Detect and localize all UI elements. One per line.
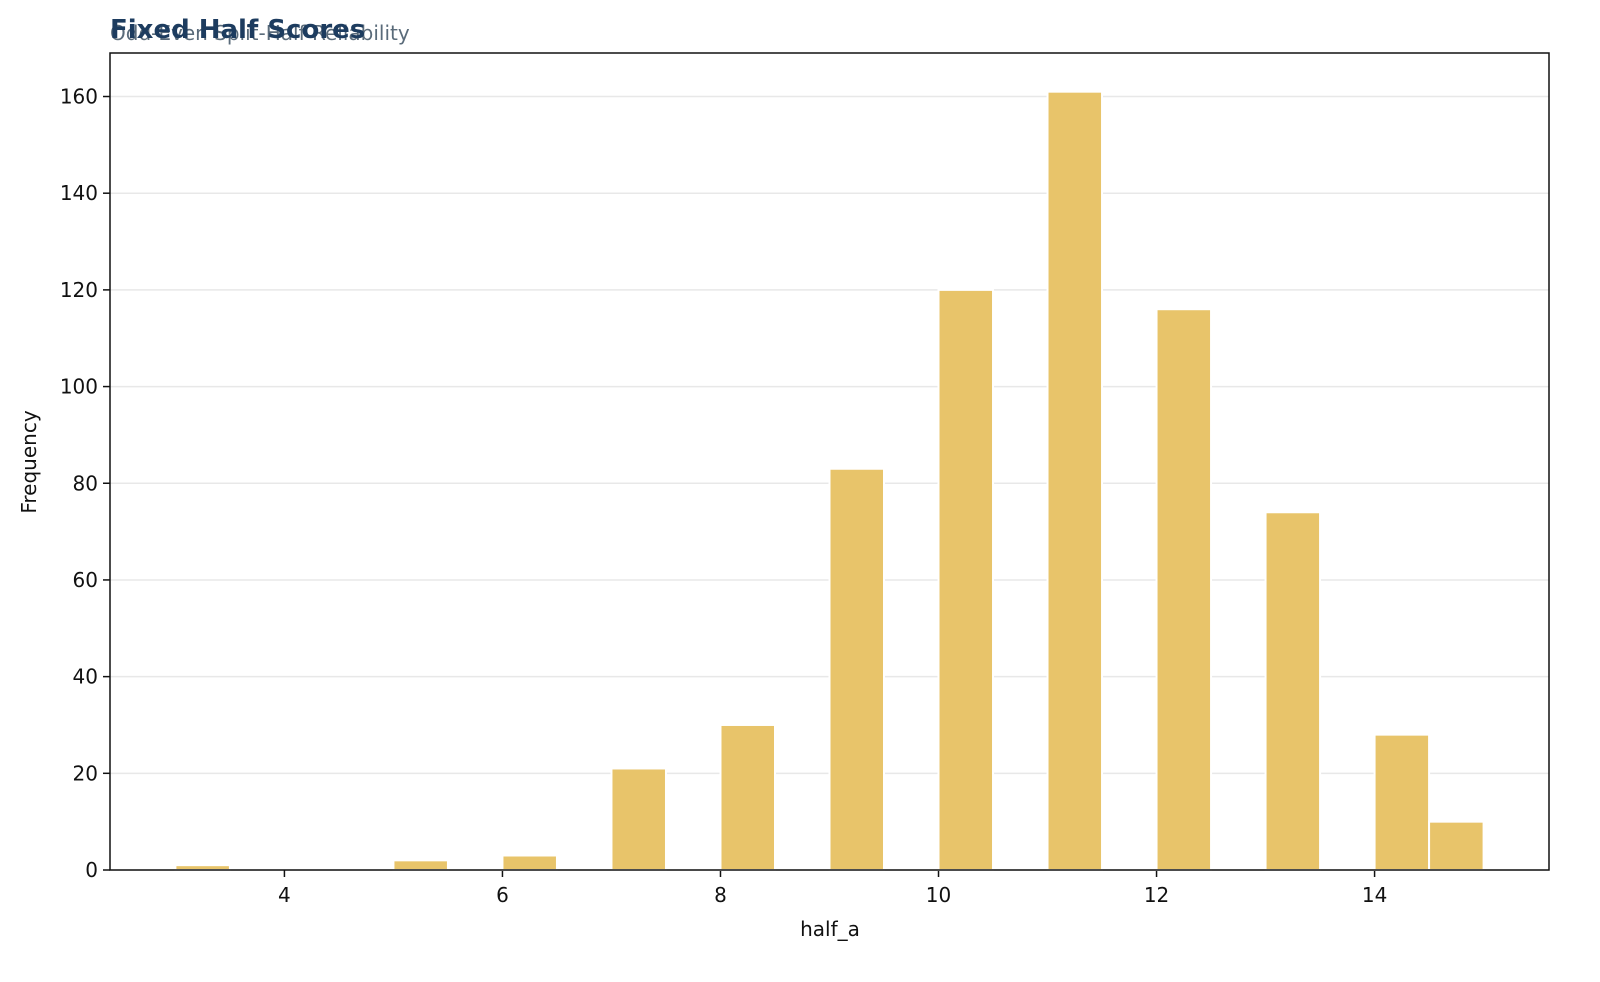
bar — [501, 854, 558, 872]
y-axis-label: Frequency — [17, 410, 41, 513]
y-tick-label: 160 — [60, 85, 98, 109]
bar — [719, 723, 776, 871]
y-tick-label: 100 — [60, 375, 98, 399]
bar — [610, 767, 667, 872]
x-tick-label: 12 — [1144, 883, 1169, 907]
y-tick-label: 60 — [73, 568, 98, 592]
chart-title: Fixed Half Scores — [110, 15, 365, 45]
x-axis-label: half_a — [800, 917, 860, 941]
bar — [1428, 820, 1485, 871]
bar — [828, 467, 886, 871]
bar — [392, 859, 449, 871]
x-tick-label: 10 — [926, 883, 951, 907]
plot-frame — [109, 52, 1550, 871]
y-tick-label: 40 — [73, 665, 98, 689]
bar — [1264, 511, 1322, 872]
x-tick-label: 8 — [714, 883, 727, 907]
y-tick-label: 80 — [73, 471, 98, 495]
y-tick-label: 120 — [60, 278, 98, 302]
x-tick-label: 6 — [496, 883, 509, 907]
y-tick-label: 140 — [60, 181, 98, 205]
y-tick-label: 20 — [73, 761, 98, 785]
chart-subtitle: Odd-Even Split-Half Reliability — [110, 21, 410, 45]
bar — [1046, 90, 1104, 871]
x-tick-label: 14 — [1362, 883, 1387, 907]
bar — [1155, 308, 1213, 871]
bar — [937, 288, 995, 871]
bar — [1373, 733, 1431, 871]
x-tick-label: 4 — [278, 883, 291, 907]
y-tick-label: 0 — [85, 858, 98, 882]
